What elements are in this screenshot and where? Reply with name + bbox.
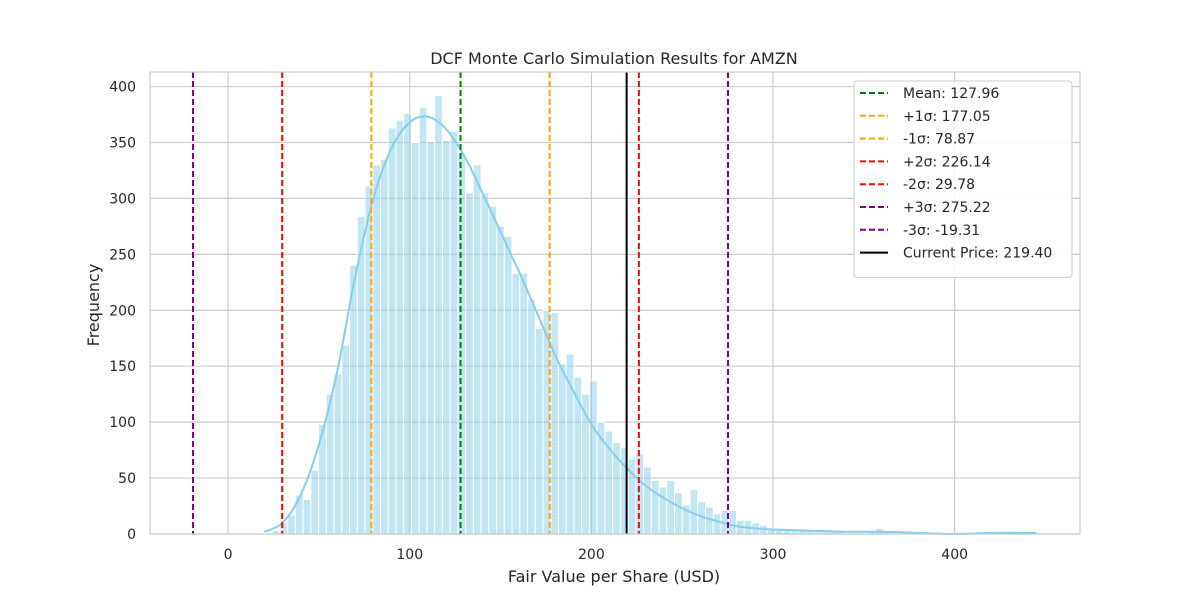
- kde-curve: [263, 115, 1037, 536]
- legend-label: +3σ: 275.22: [903, 200, 991, 216]
- histogram-bar: [511, 272, 521, 535]
- histogram-bar: [333, 373, 343, 535]
- histogram-bar: [341, 344, 351, 535]
- histogram-bar: [395, 119, 405, 535]
- x-tick-label: 100: [396, 547, 423, 563]
- histogram-bar: [310, 469, 320, 535]
- histogram-bar: [503, 235, 513, 535]
- histogram-bar: [666, 479, 676, 535]
- histogram-bar: [387, 127, 397, 535]
- legend-label: Mean: 127.96: [903, 86, 999, 102]
- chart-title: DCF Monte Carlo Simulation Results for A…: [430, 49, 798, 68]
- y-tick-label: 100: [109, 415, 136, 431]
- histogram-bar: [302, 498, 312, 535]
- histogram-bar: [287, 514, 296, 535]
- legend-label: -2σ: 29.78: [903, 177, 975, 193]
- legend-label: Current Price: 219.40: [903, 246, 1052, 262]
- histogram-bar: [712, 513, 722, 535]
- y-tick-label: 400: [109, 80, 136, 96]
- histogram-bar: [480, 192, 490, 535]
- histogram-bar: [380, 158, 389, 535]
- x-tick-label: 0: [224, 547, 233, 563]
- histogram-bar: [588, 380, 598, 535]
- x-tick-label: 300: [760, 547, 787, 563]
- histogram-bar: [418, 107, 428, 535]
- histogram-bar: [349, 265, 358, 535]
- histogram-bar: [449, 130, 459, 535]
- histogram-bar: [527, 298, 536, 535]
- histogram-bar: [488, 205, 498, 535]
- y-tick-label: 300: [109, 191, 136, 207]
- legend-label: -3σ: -19.31: [903, 223, 980, 239]
- kde-curve-layer: [263, 115, 1037, 536]
- histogram-bar: [674, 492, 683, 535]
- legend-label: +1σ: 177.05: [903, 109, 991, 125]
- legend-label: +2σ: 226.14: [903, 154, 991, 170]
- plot-frame: [149, 71, 1081, 535]
- legend-box: [853, 80, 1073, 278]
- histogram-bars: [271, 94, 1039, 535]
- histogram-bar: [635, 452, 645, 535]
- histogram-bar: [519, 272, 529, 535]
- histogram-bar: [426, 140, 436, 535]
- y-axis-label: Frequency: [84, 264, 103, 347]
- y-tick-label: 50: [118, 471, 136, 487]
- reference-lines: [192, 72, 730, 534]
- histogram-bar: [457, 153, 467, 535]
- histogram-bar: [728, 510, 737, 535]
- histogram-bar: [496, 225, 505, 535]
- x-tick-label: 400: [941, 547, 968, 563]
- y-tick-label: 250: [109, 247, 136, 263]
- histogram-bar: [465, 192, 474, 535]
- y-tick-label: 200: [109, 303, 136, 319]
- x-axis-label: Fair Value per Share (USD): [508, 567, 720, 586]
- histogram-bar: [557, 363, 567, 535]
- histogram-bar: [658, 486, 668, 535]
- y-tick-label: 350: [109, 135, 136, 151]
- histogram-bar: [294, 494, 304, 535]
- histogram-bar: [403, 112, 412, 535]
- x-tick-label: 200: [578, 547, 605, 563]
- histogram-bar: [472, 164, 482, 535]
- tick-labels: 0 100 200 300 400 0 50 100 150 200 250 300 350 400: [109, 80, 968, 563]
- legend: Mean: 127.96 +1σ: 177.05 -1σ: 78.87 +2σ: 22…: [853, 80, 1073, 278]
- legend-label: -1σ: 78.87: [903, 132, 975, 148]
- histogram-bar: [410, 141, 420, 535]
- histogram-bar: [372, 164, 382, 535]
- y-tick-label: 150: [109, 359, 136, 375]
- histogram-bar: [650, 479, 660, 535]
- y-tick-label: 0: [127, 527, 136, 543]
- histogram-bar: [441, 139, 451, 535]
- histogram-bar: [434, 94, 443, 535]
- histogram-bar: [643, 466, 652, 535]
- histogram-bar: [534, 327, 544, 535]
